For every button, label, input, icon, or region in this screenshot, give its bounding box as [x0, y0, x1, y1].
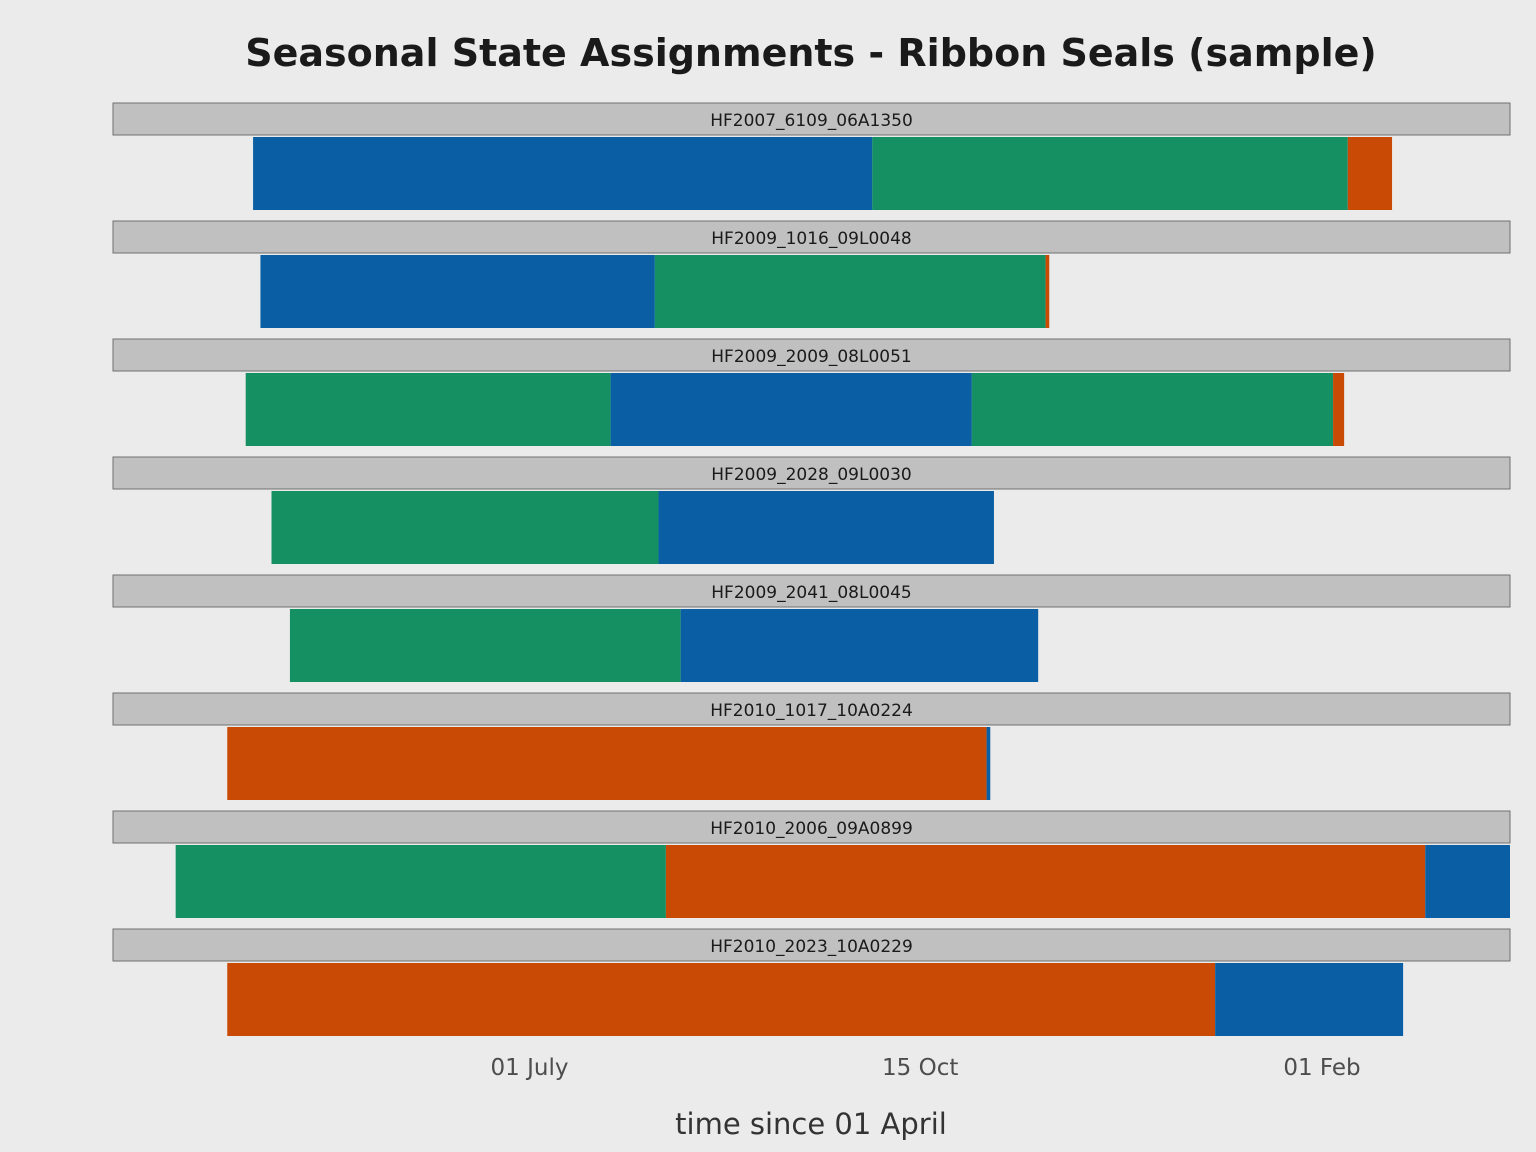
- state-segment-orange: [1333, 373, 1345, 446]
- state-segment-green: [289, 609, 681, 682]
- state-segment-orange: [1347, 137, 1393, 210]
- state-segment-green: [971, 373, 1334, 446]
- facet-strip: [112, 810, 1511, 844]
- state-segment-blue: [658, 491, 994, 564]
- facet-strip: [112, 928, 1511, 962]
- facet-strip-label: HF2009_2009_08L0051: [711, 347, 911, 367]
- state-segment-blue: [986, 727, 991, 800]
- facet-strip-label: HF2009_2028_09L0030: [711, 465, 911, 485]
- state-segment-orange: [227, 727, 987, 800]
- state-segment-green: [175, 845, 666, 918]
- x-tick-label: 15 Oct: [882, 1055, 958, 1081]
- facet-strip: [112, 574, 1511, 608]
- facet-panels: HF2007_6109_06A1350 HF2009_1016_09L0048 HF…: [112, 102, 1511, 1036]
- facet-strip-label: HF2010_1017_10A0224: [710, 701, 913, 721]
- x-axis-title: time since 01 April: [675, 1107, 947, 1141]
- facet-strip-label: HF2010_2023_10A0229: [710, 937, 913, 957]
- state-segment-orange: [665, 845, 1426, 918]
- state-segment-green: [245, 373, 611, 446]
- state-segment-orange: [1045, 255, 1050, 328]
- facet-strip-label: HF2007_6109_06A1350: [710, 111, 913, 131]
- facet-panel: HF2009_2041_08L0045: [112, 574, 1511, 682]
- state-segment-blue: [253, 137, 873, 210]
- chart-title: Seasonal State Assignments - Ribbon Seal…: [245, 31, 1376, 75]
- state-segment-blue: [260, 255, 655, 328]
- x-axis-ticks: 01 July 15 Oct 01 Feb: [491, 1055, 1361, 1081]
- state-segment-orange: [227, 963, 1216, 1036]
- facet-strip: [112, 220, 1511, 254]
- facet-strip-label: HF2009_1016_09L0048: [711, 229, 911, 249]
- facet-panel: HF2010_1017_10A0224: [112, 692, 1511, 800]
- facet-strip: [112, 102, 1511, 136]
- facet-panel: HF2009_2028_09L0030: [112, 456, 1511, 564]
- facet-panel: HF2009_1016_09L0048: [112, 220, 1511, 328]
- state-segment-green: [271, 491, 659, 564]
- facet-panel: HF2007_6109_06A1350: [112, 102, 1511, 210]
- state-segment-blue: [680, 609, 1039, 682]
- facet-panel: HF2009_2009_08L0051: [112, 338, 1511, 446]
- facet-strip-label: HF2010_2006_09A0899: [710, 819, 913, 839]
- x-tick-label: 01 Feb: [1283, 1055, 1360, 1081]
- facet-strip-label: HF2009_2041_08L0045: [711, 583, 911, 603]
- facet-strip: [112, 456, 1511, 490]
- facet-strip: [112, 692, 1511, 726]
- facet-panel: HF2010_2023_10A0229: [112, 928, 1511, 1036]
- state-segment-blue: [1215, 963, 1404, 1036]
- facet-strip: [112, 338, 1511, 372]
- state-segment-blue: [610, 373, 972, 446]
- state-segment-blue: [1425, 845, 1510, 918]
- state-segment-green: [654, 255, 1046, 328]
- state-segment-green: [872, 137, 1348, 210]
- facet-panel: HF2010_2006_09A0899: [112, 810, 1511, 918]
- x-tick-label: 01 July: [491, 1055, 569, 1081]
